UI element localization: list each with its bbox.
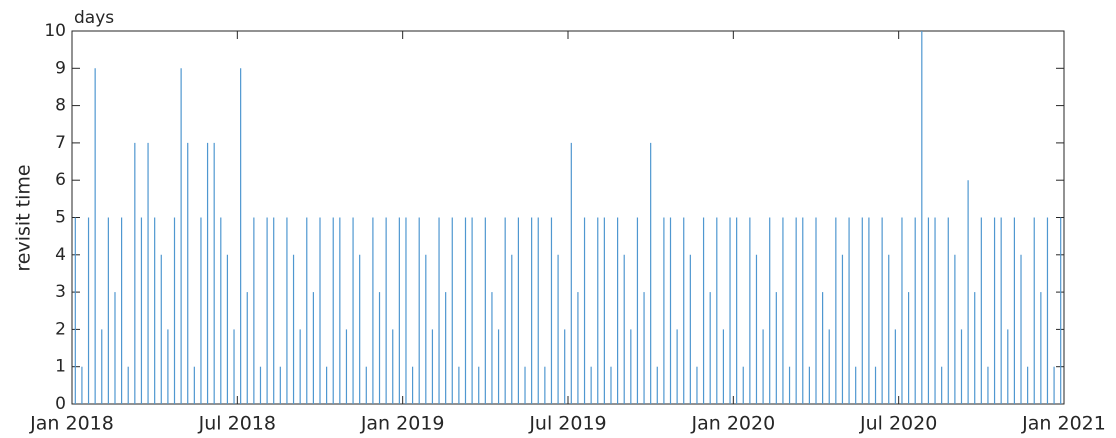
y-tick-label: 2 xyxy=(55,319,66,339)
y-tick-label: 6 xyxy=(55,170,66,190)
x-tick-label: Jan 2019 xyxy=(360,413,445,435)
y-tick-label: 9 xyxy=(55,58,66,78)
x-tick-label: Jan 2020 xyxy=(690,413,775,435)
y-tick-label: 7 xyxy=(55,133,66,153)
y-tick-label: 8 xyxy=(55,96,66,116)
y-tick-label: 4 xyxy=(55,245,66,265)
y-unit: days xyxy=(74,8,114,28)
y-tick-label: 10 xyxy=(44,21,66,41)
y-tick-label: 3 xyxy=(55,282,66,302)
x-tick-label: Jul 2018 xyxy=(198,413,276,435)
x-tick-label: Jul 2020 xyxy=(859,413,937,435)
y-axis-label: revisit time xyxy=(13,164,35,271)
y-tick-label: 1 xyxy=(55,357,66,377)
y-tick-label: 5 xyxy=(55,208,66,228)
x-tick-label: Jan 2021 xyxy=(1021,413,1106,435)
x-tick-label: Jan 2018 xyxy=(29,413,114,435)
y-tick-label: 0 xyxy=(55,394,66,414)
x-tick-label: Jul 2019 xyxy=(528,413,606,435)
